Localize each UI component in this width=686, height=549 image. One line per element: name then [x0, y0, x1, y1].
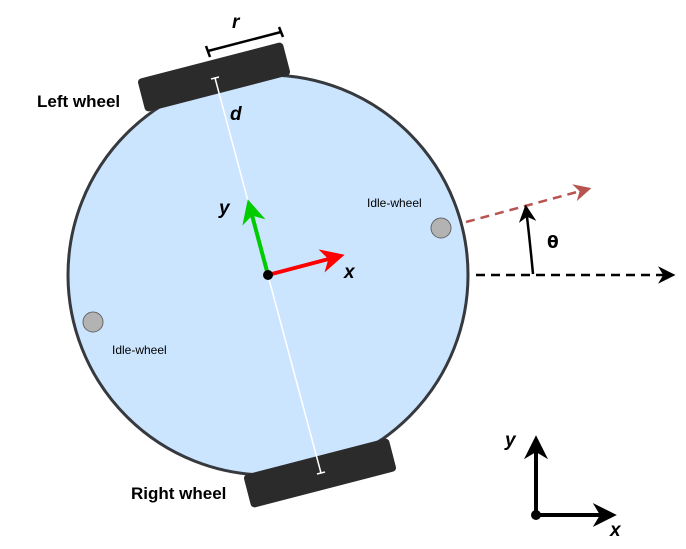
wheel-radius-dimension	[204, 26, 285, 58]
robot-center-point	[263, 270, 273, 280]
robot-y-axis-arrow	[242, 199, 270, 276]
wheel-radius-label: r	[232, 12, 241, 33]
idle-wheel-right	[430, 217, 452, 239]
idle-wheel-right-label: Idle-wheel	[367, 196, 422, 210]
angle-arc-arrow	[518, 204, 537, 275]
idle-wheel-left-label: Idle-wheel	[112, 343, 167, 357]
world-origin-point	[531, 510, 541, 520]
angle-label: θ	[547, 233, 559, 253]
right-wheel-label: Right wheel	[131, 484, 226, 503]
world-y-label: y	[504, 430, 517, 451]
robot-x-axis-arrow	[267, 249, 345, 277]
world-x-label: x	[609, 520, 622, 541]
robot-x-label: x	[343, 262, 356, 283]
idle-wheel-left	[82, 311, 104, 333]
wheel-distance-label: d	[230, 104, 242, 125]
left-wheel	[138, 42, 290, 112]
robot-y-label: y	[218, 198, 231, 219]
left-wheel-label: Left wheel	[37, 92, 120, 111]
